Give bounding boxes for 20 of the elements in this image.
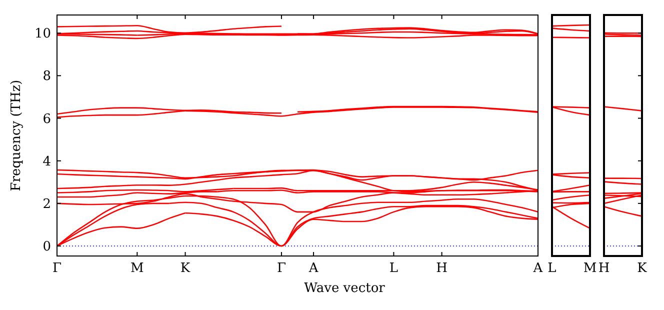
x-axis-title: Wave vector xyxy=(304,281,386,296)
y-tick-label: 8 xyxy=(42,69,51,84)
x-tick-label: H xyxy=(436,261,448,276)
x-tick-label: H xyxy=(598,261,610,276)
y-tick-label: 0 xyxy=(42,240,51,255)
x-tick-label: M xyxy=(583,261,597,276)
y-tick-label: 4 xyxy=(42,154,51,170)
y-tick-label: 6 xyxy=(42,112,51,127)
x-tick-label: L xyxy=(389,261,398,276)
x-tick-label: K xyxy=(637,261,648,276)
x-tick-label: M xyxy=(130,261,144,276)
x-tick-label: A xyxy=(532,261,544,276)
x-tick-label: Γ xyxy=(52,261,62,276)
y-tick-label: 2 xyxy=(42,196,51,212)
x-tick-label: L xyxy=(548,261,557,276)
x-tick-label: K xyxy=(180,261,190,276)
x-tick-label: Γ xyxy=(276,261,286,276)
x-tick-label: A xyxy=(308,261,319,276)
y-axis-title: Frequency (THz) xyxy=(9,80,24,192)
y-tick-label: 10 xyxy=(34,26,51,42)
